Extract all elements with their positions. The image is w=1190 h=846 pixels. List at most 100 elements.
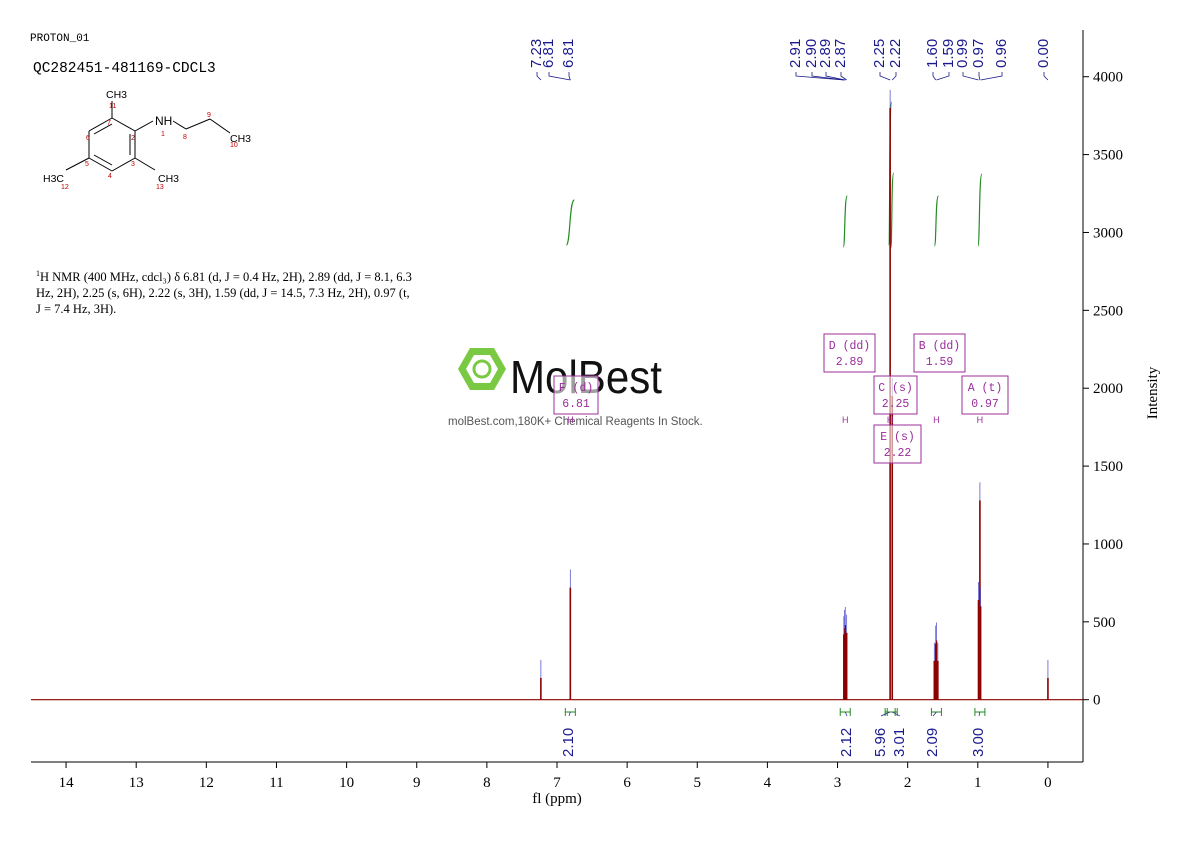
atom-number-10: 10: [230, 142, 238, 149]
integral-curve: [565, 199, 575, 246]
atom-label-nh: NH: [155, 114, 172, 128]
multiplet-title: B (dd): [919, 340, 960, 353]
peak-label-leader: [568, 72, 571, 81]
atom-number-12: 12: [61, 184, 69, 191]
molecule-structure: [65, 101, 231, 172]
integral-value: 5.96: [872, 728, 889, 757]
peak-label: 1.60: [924, 39, 941, 68]
integral-curve: [977, 173, 983, 247]
peak-label: 6.81: [560, 39, 577, 68]
description-text: H NMR (400 MHz, cdcl₃) δ 6.81 (d, J = 0.…: [36, 270, 412, 317]
x-tick-label: 8: [483, 775, 491, 791]
multiplet-shift: 6.81: [562, 398, 590, 411]
watermark-tagline: molBest.com,180K+ Chemical Reagents In S…: [448, 416, 703, 428]
y-axis-label: Intensity: [1145, 366, 1161, 419]
x-tick-label: 12: [199, 775, 214, 791]
atom-label-ch3-top: CH3: [106, 89, 127, 101]
x-axis-ticks: 14 13 12 11 10 9 8 7 6 5 4 3 2 1 0: [59, 762, 1052, 791]
peak-label: 2.87: [832, 39, 849, 68]
y-axis-ticks: 0 500 1000 1500 2000 2500 3000 3500 4000: [1083, 70, 1123, 709]
x-tick-label: 13: [129, 775, 144, 791]
peak-label-leader: [936, 72, 950, 81]
integral-leader: [892, 711, 901, 717]
integral-curves: [565, 101, 983, 249]
multiplet-title: F (d): [559, 382, 594, 395]
atom-number-13: 13: [156, 184, 164, 191]
x-axis-label: fl (ppm): [532, 791, 582, 807]
peak-label: 2.22: [887, 39, 904, 68]
multiplet-range-marker: H: [977, 415, 984, 425]
peak-label: 0.99: [954, 39, 971, 68]
peak-label-leader: [891, 72, 897, 81]
peak-label: 0.00: [1035, 39, 1052, 68]
multiplet-shift: 2.22: [884, 447, 912, 460]
peak-label-leader: [811, 72, 845, 81]
peak-label: 0.96: [993, 39, 1010, 68]
peak-label-leader: [548, 72, 571, 81]
x-tick-label: 14: [59, 775, 75, 791]
peak-label-leader: [962, 72, 979, 81]
peak-label-leader: [1043, 72, 1049, 81]
x-tick-label: 4: [764, 775, 772, 791]
peak-label-leader: [879, 72, 891, 81]
integral-leader: [932, 711, 937, 717]
y-tick-label: 0: [1093, 693, 1101, 709]
multiplet-range-marker: H: [567, 415, 574, 425]
multiplet-range-marker: H: [842, 415, 849, 425]
integral-value: 2.12: [838, 728, 855, 757]
atom-label-ch3-bottom: CH3: [158, 173, 179, 185]
y-tick-label: 3000: [1093, 225, 1123, 241]
x-tick-label: 6: [623, 775, 631, 791]
multiplet-range-marker: H: [933, 415, 940, 425]
peak-labels: 7.236.81 6.81 2.91 2.902.892.87 2.25 2.22 1.60…: [528, 39, 1052, 81]
integral-curve: [890, 172, 895, 249]
integral-leader: [568, 711, 571, 717]
multiplet-shift: 0.97: [971, 398, 999, 411]
atom-number-9: 9: [207, 112, 211, 119]
atom-number-11: 11: [109, 103, 116, 110]
multiplet-box: [873, 375, 918, 415]
multiplet-title: A (t): [968, 382, 1003, 395]
peak-label-leader: [840, 72, 847, 81]
atom-label-ch3-chain: CH3: [230, 133, 251, 145]
peak-label: 2.89: [817, 39, 834, 68]
multiplet-box: [823, 333, 876, 373]
multiplet-shift: 2.25: [882, 398, 910, 411]
nmr-description: 1H NMR (400 MHz, cdcl₃) δ 6.81 (d, J = 0…: [36, 266, 416, 317]
peak-label-leader: [932, 72, 937, 81]
atom-number-1: 1: [161, 131, 165, 138]
atom-number-6: 6: [86, 135, 90, 142]
atom-number-3: 3: [131, 161, 135, 168]
multiplet-title: C (s): [878, 382, 913, 395]
y-tick-label: 3500: [1093, 148, 1123, 164]
atom-number-8: 8: [183, 134, 187, 141]
integral-leader: [880, 711, 891, 717]
integral-value: 2.10: [560, 728, 577, 757]
multiplet-boxes: D (dd) 2.89 B (dd) 1.59 C (s) 2.25 A (t) 0.97 E …: [553, 333, 1009, 464]
y-tick-label: 2000: [1093, 381, 1123, 397]
multiplet-title: D (dd): [829, 340, 870, 353]
integral-value: 3.00: [970, 728, 987, 757]
y-tick-label: 1500: [1093, 459, 1123, 475]
x-tick-label: 10: [339, 775, 354, 791]
atom-number-2: 2: [131, 135, 135, 142]
hexagon-logo-icon: [458, 348, 506, 390]
x-tick-label: 9: [413, 775, 421, 791]
peak-label-leader: [978, 72, 981, 81]
peak-label: 2.91: [787, 39, 804, 68]
multiplet-box: [913, 333, 966, 373]
peak-label: 0.97: [970, 39, 987, 68]
x-tick-label: 5: [694, 775, 702, 791]
atom-number-4: 4: [108, 173, 112, 180]
experiment-name: PROTON_01: [30, 33, 90, 45]
integral-curve: [842, 195, 848, 248]
sample-name: QC282451-481169-CDCL3: [33, 61, 216, 77]
multiplet-box: [873, 424, 922, 464]
integral-leader: [978, 711, 981, 717]
multiplet-shift: 1.59: [926, 356, 954, 369]
peak-label: 2.90: [803, 39, 820, 68]
x-tick-label: 7: [553, 775, 561, 791]
integral-value: 2.09: [924, 728, 941, 757]
y-tick-label: 4000: [1093, 70, 1123, 86]
x-tick-label: 2: [904, 775, 912, 791]
